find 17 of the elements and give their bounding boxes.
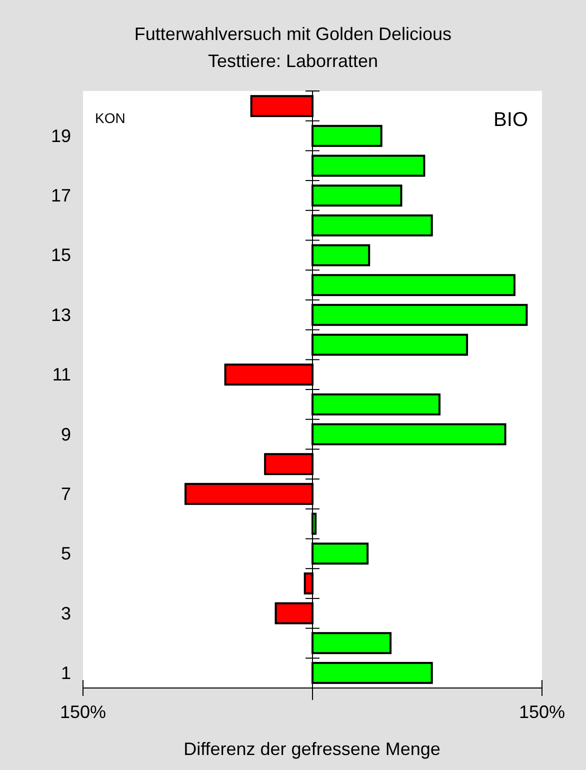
y-tick-label: 13: [50, 304, 71, 325]
annotation: BIO: [494, 109, 528, 131]
x-axis-title: Differenz der gefressene Menge: [184, 739, 440, 759]
chart-subtitle: Testtiere: Laborratten: [208, 51, 378, 71]
y-tick-label: 1: [60, 662, 71, 683]
chart-title: Futterwahlversuch mit Golden Delicious: [134, 24, 452, 44]
y-tick-label: 5: [60, 544, 71, 564]
y-tick-label: 7: [60, 484, 71, 504]
x-tick-label: 150%: [60, 702, 106, 722]
y-tick-label: 15: [50, 245, 71, 266]
annotation: KON: [95, 110, 126, 126]
y-tick-label: 11: [52, 364, 71, 385]
y-tick-label: 17: [50, 186, 71, 206]
y-tick-label: 3: [60, 603, 71, 624]
x-tick-label: 150%: [518, 702, 566, 722]
y-tick-label: 9: [60, 424, 71, 444]
y-tick-label: 19: [50, 126, 71, 146]
